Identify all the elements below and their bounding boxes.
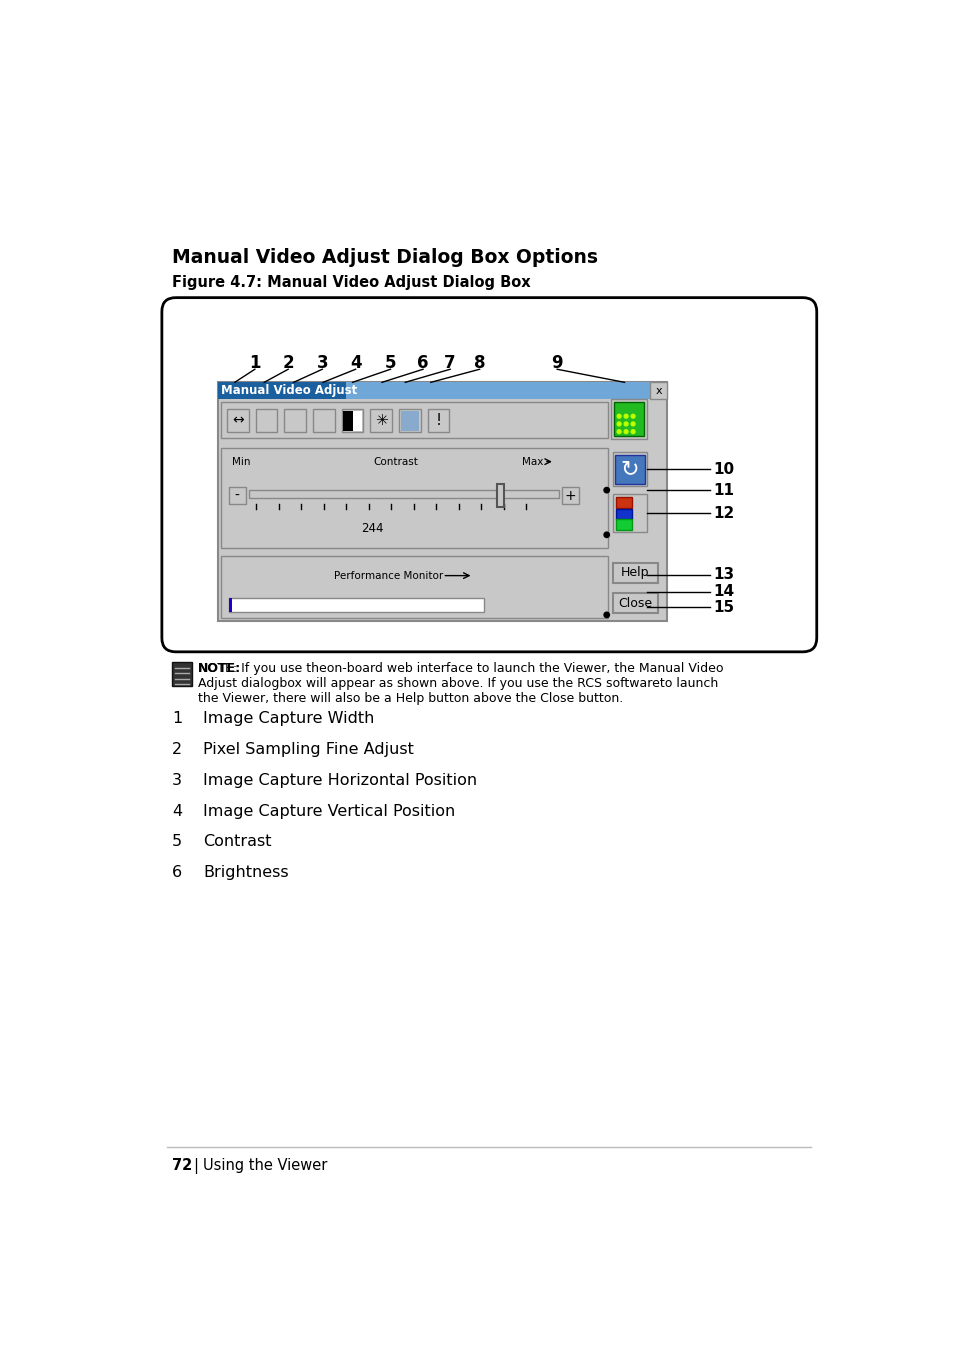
- Text: 7: 7: [444, 354, 456, 372]
- Text: Contrast: Contrast: [373, 457, 418, 466]
- Bar: [616, 519, 631, 530]
- Bar: [615, 455, 644, 484]
- Text: 10: 10: [713, 462, 734, 477]
- Text: 244: 244: [361, 521, 383, 535]
- Text: Contrast: Contrast: [203, 835, 272, 850]
- Bar: [229, 598, 484, 612]
- Bar: [612, 562, 658, 582]
- Bar: [255, 409, 277, 432]
- Text: ✳: ✳: [375, 413, 387, 428]
- Bar: [353, 411, 361, 431]
- Text: 4: 4: [172, 804, 182, 819]
- Bar: [220, 403, 608, 438]
- Text: Manual Video Adjust Dialog Box Options: Manual Video Adjust Dialog Box Options: [172, 247, 598, 266]
- Text: !: !: [436, 413, 441, 428]
- Text: Help: Help: [620, 566, 649, 580]
- Bar: [497, 484, 504, 507]
- Text: Image Capture Width: Image Capture Width: [203, 711, 374, 725]
- Circle shape: [603, 488, 609, 493]
- Circle shape: [623, 430, 627, 434]
- Text: 14: 14: [713, 584, 734, 600]
- Bar: [343, 411, 353, 431]
- Bar: [220, 557, 608, 617]
- Text: NOTE: If you use theon-board web interface to launch the Viewer, the Manual Vide: NOTE: If you use theon-board web interfa…: [198, 662, 723, 705]
- Text: 2: 2: [172, 742, 182, 757]
- Text: Performance Monitor: Performance Monitor: [334, 570, 442, 581]
- Text: 2: 2: [282, 354, 294, 372]
- Circle shape: [631, 430, 635, 434]
- Bar: [561, 488, 578, 504]
- Bar: [220, 447, 608, 549]
- Bar: [249, 490, 558, 497]
- Bar: [217, 382, 666, 621]
- Bar: [313, 409, 335, 432]
- Text: 6: 6: [416, 354, 428, 372]
- Text: 13: 13: [713, 567, 734, 582]
- Text: |: |: [193, 1158, 197, 1174]
- Bar: [612, 494, 646, 532]
- Bar: [172, 662, 192, 686]
- Bar: [217, 382, 345, 400]
- Bar: [427, 409, 449, 432]
- Bar: [612, 593, 658, 613]
- Text: ↻: ↻: [620, 459, 639, 480]
- Bar: [612, 453, 646, 486]
- Text: 6: 6: [172, 865, 182, 880]
- Text: 5: 5: [172, 835, 182, 850]
- Bar: [341, 409, 363, 432]
- Text: x: x: [655, 386, 661, 396]
- Text: 15: 15: [713, 600, 734, 615]
- Bar: [398, 409, 420, 432]
- Text: 11: 11: [713, 482, 734, 497]
- Text: Image Capture Vertical Position: Image Capture Vertical Position: [203, 804, 455, 819]
- Bar: [227, 409, 249, 432]
- Bar: [614, 403, 643, 436]
- Text: Max: Max: [521, 457, 542, 466]
- Text: Manual Video Adjust: Manual Video Adjust: [220, 384, 356, 397]
- Text: Min: Min: [232, 457, 250, 466]
- Circle shape: [623, 422, 627, 426]
- Text: 5: 5: [384, 354, 395, 372]
- Circle shape: [603, 612, 609, 617]
- Text: -: -: [234, 489, 239, 503]
- Text: 3: 3: [316, 354, 328, 372]
- Text: Pixel Sampling Fine Adjust: Pixel Sampling Fine Adjust: [203, 742, 414, 757]
- Circle shape: [623, 415, 627, 419]
- Bar: [611, 400, 646, 439]
- Circle shape: [603, 532, 609, 538]
- Text: 1: 1: [249, 354, 260, 372]
- Circle shape: [617, 415, 620, 419]
- Bar: [229, 598, 232, 612]
- Text: Brightness: Brightness: [203, 865, 288, 880]
- Circle shape: [631, 415, 635, 419]
- Circle shape: [617, 422, 620, 426]
- Text: 8: 8: [474, 354, 485, 372]
- Bar: [616, 508, 631, 519]
- Text: 1: 1: [172, 711, 182, 725]
- Text: Close: Close: [618, 597, 652, 609]
- Text: Using the Viewer: Using the Viewer: [203, 1158, 327, 1173]
- Bar: [649, 382, 666, 400]
- Circle shape: [631, 422, 635, 426]
- Text: +: +: [564, 489, 576, 503]
- Bar: [616, 497, 631, 508]
- Text: Figure 4.7: Manual Video Adjust Dialog Box: Figure 4.7: Manual Video Adjust Dialog B…: [172, 274, 530, 289]
- Bar: [370, 409, 392, 432]
- Text: NOTE:: NOTE:: [198, 662, 241, 676]
- Text: 72: 72: [172, 1158, 192, 1173]
- Text: 4: 4: [350, 354, 361, 372]
- Circle shape: [617, 430, 620, 434]
- FancyBboxPatch shape: [162, 297, 816, 651]
- Bar: [345, 382, 649, 400]
- Text: 3: 3: [172, 773, 182, 788]
- Bar: [284, 409, 306, 432]
- Bar: [400, 411, 418, 431]
- Text: 9: 9: [551, 354, 562, 372]
- Text: Image Capture Horizontal Position: Image Capture Horizontal Position: [203, 773, 476, 788]
- Text: 12: 12: [713, 505, 734, 520]
- Text: ↔: ↔: [232, 413, 243, 428]
- Bar: [229, 488, 245, 504]
